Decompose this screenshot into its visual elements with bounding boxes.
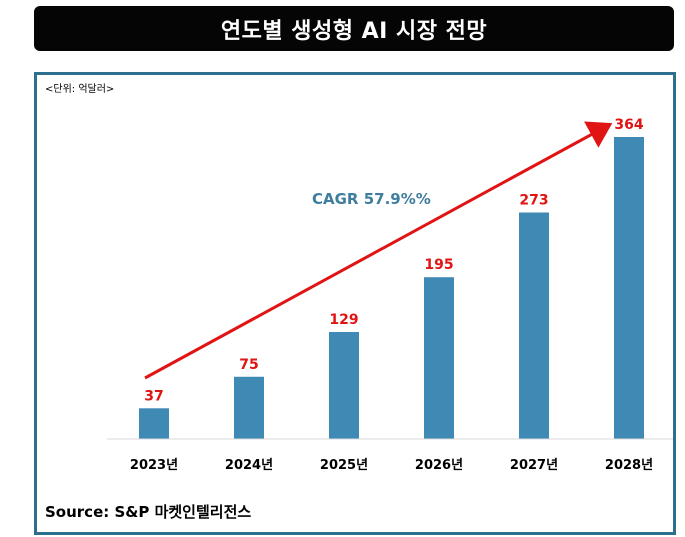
value-label-0: 37 [144,388,163,404]
source-label: Source: S&P 마켓인텔리전스 [45,503,251,521]
bar-0 [139,408,169,439]
bar-chart: <단위: 억달러> 2023년 2024년 2025년 2026년 2027년 2028년… [45,82,673,521]
bar-5 [614,137,644,439]
bars-group [139,137,644,439]
x-tick-labels: 2023년 2024년 2025년 2026년 2027년 2028년 [130,458,653,473]
unit-label: <단위: 억달러> [45,82,114,95]
value-label-3: 195 [424,257,453,273]
x-tick-label-3: 2026년 [415,458,463,473]
bar-1 [234,376,264,439]
bar-2 [329,331,359,439]
bar-3 [424,277,454,439]
x-tick-label-4: 2027년 [510,458,558,473]
x-tick-label-1: 2024년 [225,458,273,473]
growth-arrow [144,121,613,380]
chart-title: 연도별 생성형 AI 시장 전망 [220,18,488,44]
value-label-4: 273 [519,193,548,209]
chart-frame: <단위: 억달러> 2023년 2024년 2025년 2026년 2027년 2028년… [34,72,676,535]
value-labels: 37 75 129 195 273 364 [144,117,644,404]
title-banner: 연도별 생성형 AI 시장 전망 [34,6,674,51]
value-label-2: 129 [329,312,358,328]
x-tick-label-0: 2023년 [130,458,178,473]
value-label-5: 364 [614,117,643,133]
value-label-1: 75 [239,357,258,373]
x-tick-label-5: 2028년 [605,458,653,473]
cagr-label: CAGR 57.9%% [312,190,431,208]
x-tick-label-2: 2025년 [320,458,368,473]
bar-4 [519,212,549,439]
